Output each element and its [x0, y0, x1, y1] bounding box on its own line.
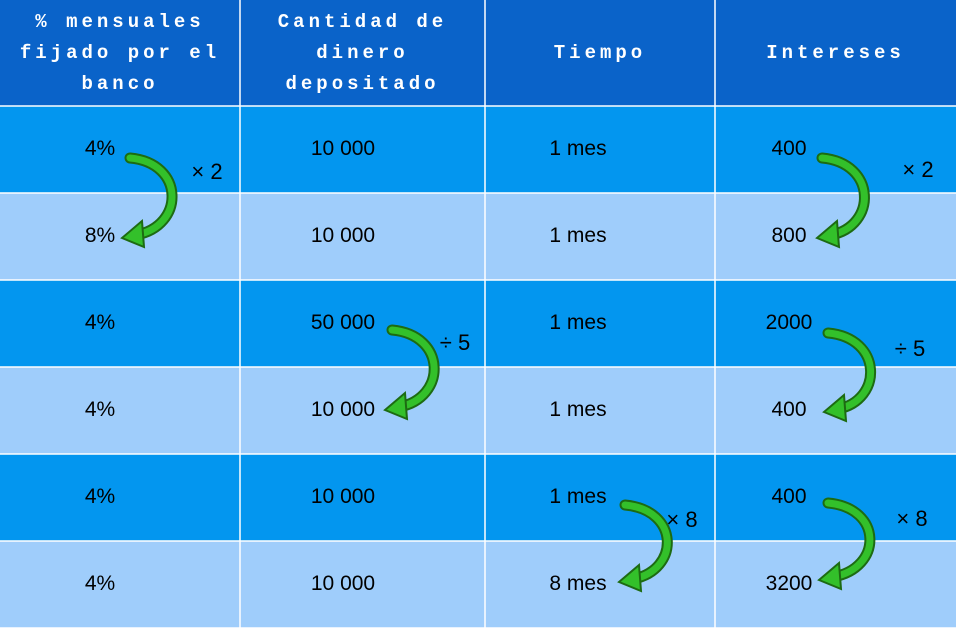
cell: 1 mes — [549, 137, 606, 160]
header-cell: Cantidad de dinero depositado — [278, 11, 447, 95]
arrow-head — [815, 218, 841, 249]
row-background — [0, 106, 956, 193]
arrow — [120, 152, 178, 249]
cell: 400 — [771, 137, 806, 160]
cell: 400 — [771, 485, 806, 508]
cell: 8 mes — [549, 572, 606, 595]
arrow-body — [824, 329, 875, 413]
cell: 1 mes — [549, 224, 606, 247]
cell: 1 mes — [549, 485, 606, 508]
operation-label: × 2 — [191, 159, 222, 184]
operation-label: ÷ 5 — [440, 330, 470, 355]
cell: 4% — [85, 311, 115, 334]
row-background — [0, 193, 956, 280]
cell: 4% — [85, 485, 115, 508]
arrow — [815, 152, 870, 249]
arrow-body — [818, 154, 868, 239]
cell: 400 — [771, 398, 806, 421]
cell: 10 000 — [311, 485, 375, 508]
header-background — [0, 0, 956, 106]
arrow-body — [388, 326, 438, 411]
cell: 10 000 — [311, 137, 375, 160]
arrow-body — [824, 499, 874, 581]
header-cell: % mensuales fijado por el banco — [20, 11, 220, 95]
cell: 1 mes — [549, 398, 606, 421]
cell: 3200 — [766, 572, 813, 595]
arrow-body — [126, 154, 176, 239]
cell: 10 000 — [311, 398, 375, 421]
arrow — [817, 497, 876, 591]
arrow-head — [822, 392, 848, 423]
cell: 10 000 — [311, 572, 375, 595]
cell: 4% — [85, 572, 115, 595]
row-background — [0, 367, 956, 454]
cell: 2000 — [766, 311, 813, 334]
cell: 4% — [85, 398, 115, 421]
arrow-head — [383, 390, 409, 421]
operation-label: ÷ 5 — [895, 336, 925, 361]
cell: 800 — [771, 224, 806, 247]
operation-label: × 8 — [666, 507, 697, 532]
arrow-head — [817, 560, 843, 591]
operation-label: × 2 — [902, 157, 933, 182]
cell: 10 000 — [311, 224, 375, 247]
row-background — [0, 280, 956, 367]
cell: 8% — [85, 224, 115, 247]
cell: 1 mes — [549, 311, 606, 334]
arrow — [617, 499, 673, 593]
header-cell: Intereses — [766, 42, 905, 64]
arrow — [822, 327, 877, 423]
row-background — [0, 454, 956, 541]
arrow-head — [120, 218, 146, 249]
arrow — [383, 324, 440, 421]
header-cell: Tiempo — [554, 42, 646, 64]
arrow-head — [617, 562, 643, 593]
cell: 50 000 — [311, 311, 375, 334]
cell: 4% — [85, 137, 115, 160]
arrow-body — [621, 501, 671, 583]
operation-label: × 8 — [896, 506, 927, 531]
row-background — [0, 541, 956, 628]
